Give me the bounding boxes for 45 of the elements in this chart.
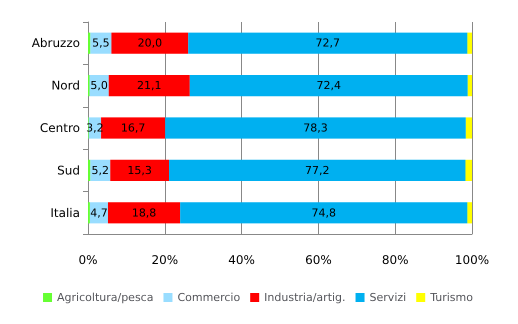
y-tick-label: Abruzzo: [32, 36, 80, 50]
y-tick-label: Italia: [50, 206, 80, 220]
bar: [467, 32, 472, 54]
bar: [465, 160, 472, 181]
data-label: 5,5: [92, 36, 110, 50]
x-tick-label: 80%: [382, 253, 409, 267]
legend-label: Industria/artig.: [264, 291, 346, 304]
data-label: 20,0: [138, 36, 162, 50]
bar: [108, 75, 190, 96]
bar: [468, 75, 472, 96]
legend-label: Agricoltura/pesca: [57, 291, 154, 304]
data-label: 72,4: [316, 79, 342, 92]
data-label: 18,8: [132, 206, 156, 220]
y-tick-label: Sud: [57, 163, 80, 178]
data-label: 72,7: [316, 36, 340, 50]
x-tick-label: 100%: [454, 253, 490, 267]
legend-label: Turismo: [429, 291, 474, 304]
data-label: 21,1: [137, 79, 162, 92]
bar: [165, 117, 466, 139]
data-label: 15,3: [127, 164, 152, 177]
bar: [190, 75, 468, 96]
bar: [111, 32, 188, 54]
legend-label: Servizi: [370, 291, 406, 304]
bar: [467, 202, 472, 224]
bar: [466, 117, 472, 139]
bar: [180, 202, 468, 224]
legend-label: Commercio: [177, 291, 240, 304]
y-tick-label: Centro: [40, 121, 80, 135]
data-label: 5,0: [90, 79, 108, 92]
bar: [188, 32, 468, 54]
data-label: 74,8: [312, 206, 336, 220]
x-tick-label: 0%: [78, 253, 98, 267]
x-tick-label: 60%: [305, 253, 332, 267]
bar: [110, 160, 170, 181]
data-label: 16,7: [120, 122, 146, 134]
bar: [101, 117, 166, 139]
data-label: 77,2: [305, 164, 330, 177]
x-tick-label: 40%: [228, 253, 255, 267]
data-label: 5,2: [92, 164, 110, 177]
bar: [108, 202, 180, 224]
data-label: 4,7: [90, 206, 108, 220]
data-label: 78,3: [303, 122, 328, 134]
x-tick-label: 20%: [151, 253, 178, 267]
y-tick-label: Nord: [51, 78, 80, 93]
bar: [169, 160, 466, 181]
